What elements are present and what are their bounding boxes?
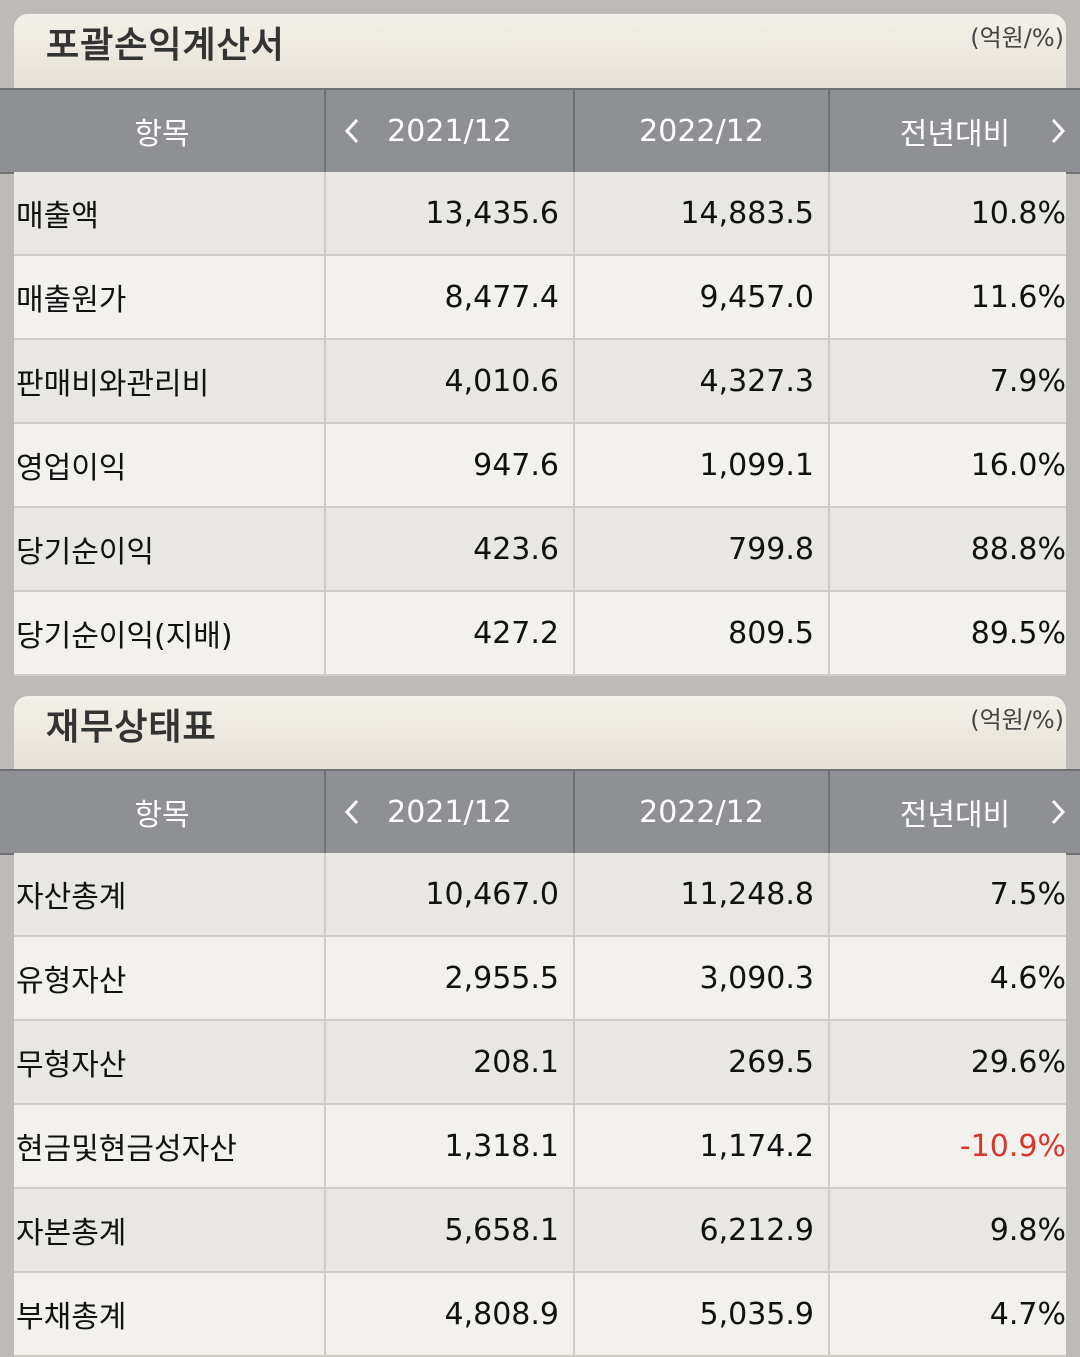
unit-label: (억원/%) (970, 24, 1064, 52)
header-col-yoy: 전년대비 (828, 90, 1080, 172)
row-yoy-change: 88.8% (828, 508, 1066, 590)
table-header: 항목 2021/12 2022/12 전년대비 (0, 769, 1080, 855)
row-yoy-change: 7.9% (828, 340, 1066, 422)
header-col-2021-label: 2021/12 (387, 794, 512, 830)
table-row: 무형자산 208.1 269.5 29.6% (14, 1021, 1066, 1105)
table-row: 현금및현금성자산 1,318.1 1,174.2 -10.9% (14, 1105, 1066, 1189)
row-value-2022: 14,883.5 (573, 172, 828, 254)
section-title: 포괄손익계산서 (46, 25, 285, 66)
table-row: 자본총계 5,658.1 6,212.9 9.8% (14, 1189, 1066, 1273)
row-value-2021: 8,477.4 (324, 256, 573, 338)
header-item-label: 항목 (134, 117, 190, 152)
header-col-2022: 2022/12 (573, 90, 828, 172)
row-item-label: 유형자산 (16, 964, 127, 999)
header-col-2022-label: 2022/12 (639, 113, 764, 149)
row-value-2021: 427.2 (324, 592, 573, 674)
row-yoy-change: 4.7% (828, 1273, 1066, 1355)
row-value-2022: 799.8 (573, 508, 828, 590)
unit-label: (억원/%) (970, 706, 1064, 734)
row-item-label: 영업이익 (16, 451, 127, 486)
chevron-left-icon[interactable] (332, 90, 372, 172)
header-item: 항목 (0, 771, 324, 853)
row-item-label: 판매비와관리비 (16, 367, 210, 402)
row-value-2021: 947.6 (324, 424, 573, 506)
row-item-label: 자산총계 (16, 880, 127, 915)
table-row: 매출원가 8,477.4 9,457.0 11.6% (14, 256, 1066, 340)
row-value-2021: 1,318.1 (324, 1105, 573, 1187)
row-item-label: 부채총계 (16, 1300, 127, 1335)
chevron-right-icon[interactable] (1038, 771, 1078, 853)
row-value-2022: 269.5 (573, 1021, 828, 1103)
header-col-yoy: 전년대비 (828, 771, 1080, 853)
header-col-2022-label: 2022/12 (639, 794, 764, 830)
header-col-2021: 2021/12 (324, 771, 573, 853)
row-value-2022: 1,174.2 (573, 1105, 828, 1187)
row-value-2021: 4,010.6 (324, 340, 573, 422)
row-value-2022: 3,090.3 (573, 937, 828, 1019)
table-row: 매출액 13,435.6 14,883.5 10.8% (14, 172, 1066, 256)
row-value-2021: 208.1 (324, 1021, 573, 1103)
row-item-label: 자본총계 (16, 1216, 127, 1251)
table-header: 항목 2021/12 2022/12 전년대비 (0, 88, 1080, 174)
row-item-label: 매출액 (16, 199, 99, 234)
table-row: 당기순이익 423.6 799.8 88.8% (14, 508, 1066, 592)
row-value-2021: 423.6 (324, 508, 573, 590)
row-yoy-change: 89.5% (828, 592, 1066, 674)
row-value-2022: 11,248.8 (573, 853, 828, 935)
table-row: 자산총계 10,467.0 11,248.8 7.5% (14, 853, 1066, 937)
row-value-2022: 5,035.9 (573, 1273, 828, 1355)
row-yoy-change: 16.0% (828, 424, 1066, 506)
row-value-2022: 4,327.3 (573, 340, 828, 422)
header-col-2022: 2022/12 (573, 771, 828, 853)
row-item-label: 현금및현금성자산 (16, 1132, 237, 1167)
row-value-2021: 2,955.5 (324, 937, 573, 1019)
row-value-2021: 10,467.0 (324, 853, 573, 935)
row-value-2022: 6,212.9 (573, 1189, 828, 1271)
row-value-2022: 1,099.1 (573, 424, 828, 506)
row-item-label: 당기순이익(지배) (16, 619, 233, 654)
section-header: 포괄손익계산서 (억원/%) (14, 14, 1066, 88)
table-row: 부채총계 4,808.9 5,035.9 4.7% (14, 1273, 1066, 1357)
row-yoy-change: 7.5% (828, 853, 1066, 935)
row-value-2021: 5,658.1 (324, 1189, 573, 1271)
row-yoy-change: 4.6% (828, 937, 1066, 1019)
row-value-2022: 9,457.0 (573, 256, 828, 338)
row-value-2021: 13,435.6 (324, 172, 573, 254)
row-yoy-change: 10.8% (828, 172, 1066, 254)
header-col-yoy-label: 전년대비 (899, 798, 1011, 833)
section-title: 재무상태표 (46, 707, 217, 748)
header-col-2021: 2021/12 (324, 90, 573, 172)
row-item-label: 당기순이익 (16, 535, 154, 570)
row-yoy-change: 9.8% (828, 1189, 1066, 1271)
row-value-2021: 4,808.9 (324, 1273, 573, 1355)
header-col-yoy-label: 전년대비 (899, 117, 1011, 152)
row-item-label: 무형자산 (16, 1048, 127, 1083)
table-row: 당기순이익(지배) 427.2 809.5 89.5% (14, 592, 1066, 676)
table-row: 유형자산 2,955.5 3,090.3 4.6% (14, 937, 1066, 1021)
chevron-left-icon[interactable] (332, 771, 372, 853)
section-header: 재무상태표 (억원/%) (14, 696, 1066, 770)
chevron-right-icon[interactable] (1038, 90, 1078, 172)
table-row: 판매비와관리비 4,010.6 4,327.3 7.9% (14, 340, 1066, 424)
table-row: 영업이익 947.6 1,099.1 16.0% (14, 424, 1066, 508)
row-item-label: 매출원가 (16, 283, 127, 318)
header-col-2021-label: 2021/12 (387, 113, 512, 149)
row-yoy-change: 29.6% (828, 1021, 1066, 1103)
row-value-2022: 809.5 (573, 592, 828, 674)
row-yoy-change: -10.9% (828, 1105, 1066, 1187)
row-yoy-change: 11.6% (828, 256, 1066, 338)
header-item-label: 항목 (134, 798, 190, 833)
header-item: 항목 (0, 90, 324, 172)
